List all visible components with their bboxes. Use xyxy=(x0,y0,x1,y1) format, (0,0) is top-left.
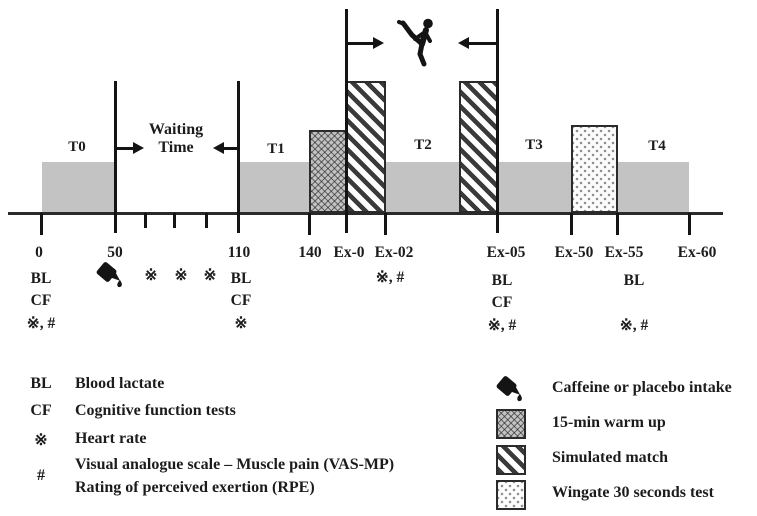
waiting-time-line1: Waiting xyxy=(148,121,204,138)
legend-symbol-bl: BL xyxy=(30,375,52,392)
phase-label-t2: T2 xyxy=(414,137,432,153)
annotation-110-hr: ※ xyxy=(234,315,248,332)
tick-label-ex60: Ex-60 xyxy=(677,244,717,261)
annotation-ex05-cf: CF xyxy=(491,294,513,311)
separator-line-110 xyxy=(237,81,240,233)
annotation-0-cf: CF xyxy=(30,292,52,309)
warm-up-bar xyxy=(309,130,347,213)
waiting-arrow-left-line xyxy=(222,147,238,150)
annotation-110-cf: CF xyxy=(230,292,252,309)
annotation-hr-mark-3: ※ xyxy=(203,267,217,284)
tick-ex02 xyxy=(384,213,387,235)
tick-ex50 xyxy=(570,213,573,235)
legend-label-simulated-match: Simulated match xyxy=(552,449,668,466)
tick-label-0: 0 xyxy=(35,244,43,261)
tick-140 xyxy=(308,213,311,235)
legend-label-caffeine: Caffeine or placebo intake xyxy=(552,379,732,396)
annotation-ex55-hr-pain: ※, # xyxy=(619,317,649,334)
simulated-match-bar-1 xyxy=(346,81,386,213)
match-arrow-right-head-icon xyxy=(373,37,384,49)
legend-symbol-heart-rate: ※ xyxy=(34,432,48,449)
legend-symbol-hash: # xyxy=(37,467,45,484)
match-arrow-left-line xyxy=(467,42,497,45)
waiting-arrow-right-head-icon xyxy=(133,142,144,154)
match-arrow-right-line xyxy=(348,42,375,45)
time-axis xyxy=(8,212,723,215)
tick-label-ex05: Ex-05 xyxy=(486,244,526,261)
phase-label-t0: T0 xyxy=(68,139,86,155)
tick-label-ex02: Ex-02 xyxy=(374,244,414,261)
tick-minor-2 xyxy=(173,213,176,228)
separator-line-ex05 xyxy=(496,9,499,233)
legend-label-vas-mp: Visual analogue scale – Muscle pain (VAS… xyxy=(75,456,395,473)
wingate-bar xyxy=(571,125,618,213)
tick-label-50: 50 xyxy=(107,244,123,261)
tick-label-ex0: Ex-0 xyxy=(333,244,365,261)
legend-label-warm-up: 15-min warm up xyxy=(552,414,666,431)
legend-swatch-warm-up xyxy=(496,409,526,439)
legend-label-blood-lactate: Blood lactate xyxy=(75,375,165,392)
annotation-ex05-hr-pain: ※, # xyxy=(487,317,517,334)
annotation-ex02-hr-pain: ※, # xyxy=(375,269,405,286)
annotation-hr-mark-2: ※ xyxy=(174,267,188,284)
annotation-110-bl: BL xyxy=(230,270,252,287)
simulated-match-bar-2 xyxy=(459,81,499,213)
annotation-ex05-bl: BL xyxy=(491,272,513,289)
separator-line-50 xyxy=(114,81,117,233)
phase-label-t4: T4 xyxy=(648,138,666,154)
legend-label-cognitive-function: Cognitive function tests xyxy=(75,402,236,419)
legend-caffeine-intake-icon xyxy=(496,376,522,402)
waiting-time-line2: Time xyxy=(158,138,194,156)
waiting-arrow-left-head-icon xyxy=(213,142,224,154)
tick-label-140: 140 xyxy=(298,244,322,261)
tick-minor-1 xyxy=(144,213,147,228)
phase-label-t3: T3 xyxy=(525,137,543,153)
tick-label-110: 110 xyxy=(227,244,251,261)
gray-band-segment-t0 xyxy=(42,162,115,213)
waiting-arrow-right-line xyxy=(117,147,135,150)
legend-symbol-cf: CF xyxy=(30,402,52,419)
legend-label-heart-rate: Heart rate xyxy=(75,430,147,447)
tick-label-ex50: Ex-50 xyxy=(554,244,594,261)
tick-ex55 xyxy=(616,213,619,235)
match-arrow-left-head-icon xyxy=(458,37,469,49)
tick-minor-3 xyxy=(205,213,208,228)
legend-swatch-wingate xyxy=(496,480,526,510)
tick-ex60 xyxy=(688,213,691,235)
waiting-time-label: Waiting Time xyxy=(139,121,213,156)
annotation-0-bl: BL xyxy=(30,270,52,287)
separator-line-ex0 xyxy=(345,9,348,233)
tick-label-ex55: Ex-55 xyxy=(604,244,644,261)
legend-label-wingate: Wingate 30 seconds test xyxy=(552,484,714,501)
legend-label-rpe: Rating of perceived exertion (RPE) xyxy=(75,479,315,496)
annotation-0-hr-pain: ※, # xyxy=(26,315,56,332)
caffeine-intake-icon xyxy=(96,262,122,288)
taekwondo-kick-icon xyxy=(397,18,433,67)
phase-label-t1: T1 xyxy=(267,141,285,157)
tick-0 xyxy=(40,213,43,235)
annotation-hr-mark-1: ※ xyxy=(144,267,158,284)
annotation-ex55-bl: BL xyxy=(623,272,645,289)
legend-swatch-simulated-match xyxy=(496,445,526,475)
